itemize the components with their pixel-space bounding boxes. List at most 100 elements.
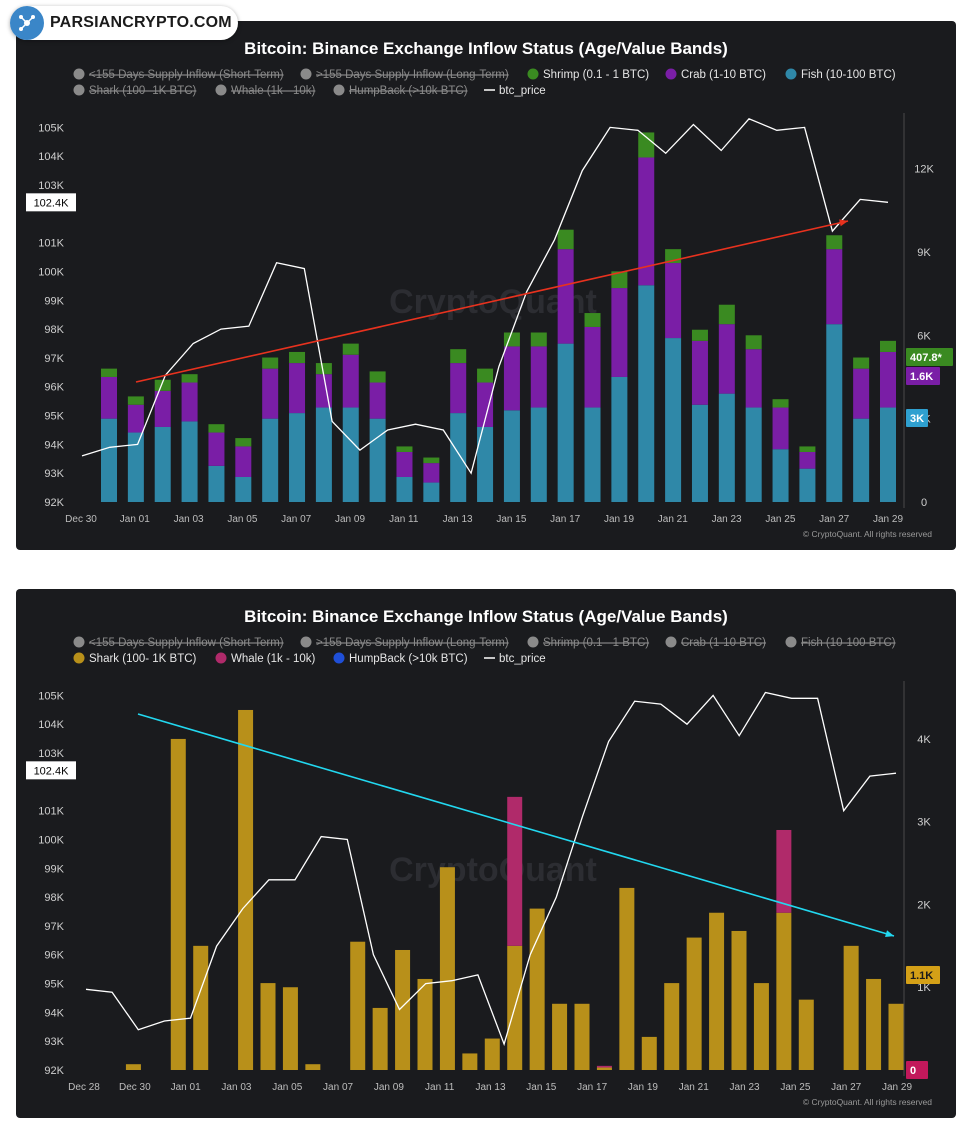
bar-segment	[718, 304, 735, 325]
bar-segment	[686, 937, 702, 1070]
left-axis-tick: 93K	[44, 1036, 64, 1048]
x-axis-tick: Jan 29	[882, 1082, 912, 1093]
bar-segment	[880, 407, 896, 502]
trend-arrow-line	[137, 713, 895, 937]
x-axis-tick: Dec 30	[119, 1082, 151, 1093]
left-axis-tick: 98K	[44, 892, 64, 904]
bar-segment	[423, 482, 440, 502]
bar-segment	[799, 468, 816, 502]
bar-segment	[484, 1038, 500, 1070]
left-axis-tick: 93K	[44, 468, 64, 480]
bar-segment	[315, 363, 332, 375]
watermark: CryptoQuant	[389, 851, 597, 889]
chart-title: Bitcoin: Binance Exchange Inflow Status …	[244, 39, 728, 58]
bar-segment	[530, 407, 547, 502]
brand-logo[interactable]: PARSIANCRYPTO.COM	[10, 6, 238, 40]
bar-segment	[611, 288, 628, 377]
bar-segment	[208, 465, 225, 502]
bar-segment	[507, 796, 523, 946]
bar-segment	[611, 376, 628, 502]
legend-swatch	[527, 68, 539, 80]
x-axis-tick: Jan 05	[272, 1082, 302, 1093]
right-value-label-box	[906, 367, 940, 385]
bar-segment	[826, 249, 843, 325]
chart-panel-small-holders: Bitcoin: Binance Exchange Inflow Status …	[16, 21, 956, 550]
bar-segment	[127, 396, 144, 405]
legend-item: Fish (10-100 BTC)	[801, 637, 896, 649]
bar-segment	[503, 332, 520, 347]
bar-segment	[772, 399, 789, 408]
bar-segment	[181, 382, 198, 422]
bar-segment	[305, 1064, 321, 1070]
bar-segment	[503, 346, 520, 411]
bar-segment	[753, 983, 769, 1070]
bar-segment	[799, 451, 816, 469]
bar-segment	[596, 1067, 612, 1070]
bar-segment	[127, 432, 144, 502]
legend-item: Shrimp (0.1 - 1 BTC)	[543, 637, 649, 649]
bar-segment	[369, 371, 386, 383]
bar-segment	[691, 404, 708, 502]
legend-swatch	[333, 84, 345, 96]
x-axis-tick: Jan 29	[873, 514, 903, 525]
bar-segment	[101, 376, 117, 419]
left-axis-tick: 96K	[44, 950, 64, 962]
legend-swatch	[300, 636, 312, 648]
bar-segment	[439, 867, 455, 1070]
trend-arrow-head	[885, 930, 894, 938]
bar-segment	[127, 404, 144, 433]
right-value-label: 1.6K	[910, 371, 933, 383]
legend-swatch	[73, 652, 85, 664]
right-axis-tick: 0	[921, 497, 927, 509]
bar-segment	[866, 978, 882, 1070]
bar-segment	[503, 410, 520, 502]
legend-swatch	[215, 652, 227, 664]
x-axis-tick: Jan 13	[475, 1082, 505, 1093]
bar-segment	[369, 418, 386, 502]
copyright: © CryptoQuant. All rights reserved	[803, 529, 932, 539]
x-axis-tick: Jan 15	[496, 514, 526, 525]
bar-segment	[477, 426, 494, 502]
bar-segment	[289, 413, 306, 502]
left-axis-tick: 94K	[44, 439, 64, 451]
price-label-box	[26, 193, 76, 212]
left-axis-tick: 95K	[44, 979, 64, 991]
bar-segment	[342, 407, 359, 502]
bar-segment	[462, 1053, 478, 1070]
legend-item: <155 Days Supply Inflow (Short-Term)	[89, 637, 284, 649]
right-axis-tick: 9K	[917, 247, 931, 259]
bar-segment	[450, 349, 467, 364]
bar-segment	[450, 413, 467, 502]
legend-swatch	[665, 636, 677, 648]
legend-swatch	[333, 652, 345, 664]
bar-segment	[369, 382, 386, 419]
bar-segment	[557, 229, 574, 250]
bar-segment	[530, 346, 547, 408]
left-axis-tick: 103K	[38, 180, 64, 192]
legend-swatch	[785, 636, 797, 648]
bar-segment	[450, 363, 467, 414]
legend-swatch	[73, 636, 85, 648]
legend-swatch	[215, 84, 227, 96]
bar-segment	[396, 476, 413, 502]
bar-segment	[282, 987, 298, 1070]
x-axis-tick: Jan 11	[389, 514, 419, 525]
bar-segment	[477, 368, 494, 383]
brand-logo-text: PARSIANCRYPTO.COM	[50, 14, 232, 31]
legend-item: Shark (100- 1K BTC)	[89, 653, 197, 665]
bar-segment	[235, 446, 252, 477]
x-axis-tick: Jan 19	[604, 514, 634, 525]
bar-segment	[154, 379, 171, 391]
bar-segment	[745, 407, 762, 502]
bar-segment	[552, 1003, 568, 1070]
bar-segment	[638, 132, 655, 158]
left-axis-tick: 103K	[38, 748, 64, 760]
legend-item: >155 Days Supply Inflow (Long-Term)	[316, 69, 509, 81]
bar-segment	[691, 329, 708, 341]
x-axis-tick: Jan 11	[425, 1082, 455, 1093]
legend-item: Shark (100- 1K BTC)	[89, 85, 197, 97]
inflow-chart-small-holders: Bitcoin: Binance Exchange Inflow Status …	[26, 39, 953, 539]
bar-segment	[584, 313, 601, 327]
x-axis-tick: Jan 07	[323, 1082, 353, 1093]
bar-segment	[101, 368, 117, 377]
